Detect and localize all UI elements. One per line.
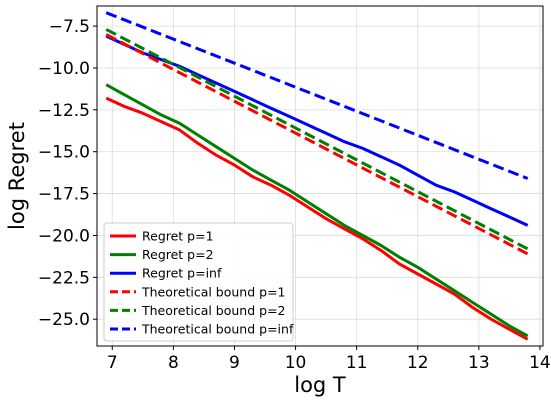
x-tick-label: 14 — [529, 353, 551, 373]
x-axis-label: log T — [294, 373, 346, 397]
series-line — [105, 33, 529, 256]
legend-entry: Regret p=inf — [142, 266, 222, 281]
series-layer — [105, 11, 529, 341]
x-axis: 7 8 9 10 11 12 13 14 — [107, 346, 551, 373]
x-tick-label: 8 — [168, 353, 179, 373]
y-tick-label: −10.0 — [38, 59, 90, 79]
x-tick-label: 10 — [285, 353, 307, 373]
series-line — [105, 83, 529, 338]
legend: Regret p=1 Regret p=2 Regret p=inf Theoreti… — [103, 222, 294, 342]
series-line — [105, 11, 529, 180]
legend-entry: Theoretical bound p=1 — [141, 284, 286, 299]
y-axis: −7.5 −10.0 −12.5 −15.0 −17.5 −20.0 −22.5 −25.0 — [38, 17, 97, 330]
legend-entry: Theoretical bound p=inf — [141, 322, 294, 337]
y-tick-label: −15.0 — [38, 143, 90, 163]
y-axis-label: log Regret — [5, 122, 29, 230]
plot-frame — [96, 5, 544, 347]
x-tick-label: 9 — [229, 353, 240, 373]
x-tick-label: 11 — [346, 353, 368, 373]
y-tick-label: −7.5 — [49, 17, 90, 37]
legend-entry: Regret p=2 — [142, 247, 214, 262]
x-tick-label: 12 — [407, 353, 429, 373]
series-line — [105, 28, 529, 251]
x-tick-label: 7 — [107, 353, 118, 373]
y-tick-label: −17.5 — [38, 185, 90, 205]
series-line — [105, 96, 529, 341]
legend-entry: Regret p=1 — [142, 229, 214, 244]
y-tick-label: −25.0 — [38, 310, 90, 330]
series-line — [105, 34, 529, 227]
y-tick-label: −20.0 — [38, 226, 90, 246]
legend-box — [103, 222, 294, 342]
legend-entry: Theoretical bound p=2 — [141, 303, 286, 318]
y-tick-label: −22.5 — [38, 268, 90, 288]
x-tick-label: 13 — [468, 353, 490, 373]
y-tick-label: −12.5 — [38, 101, 90, 121]
